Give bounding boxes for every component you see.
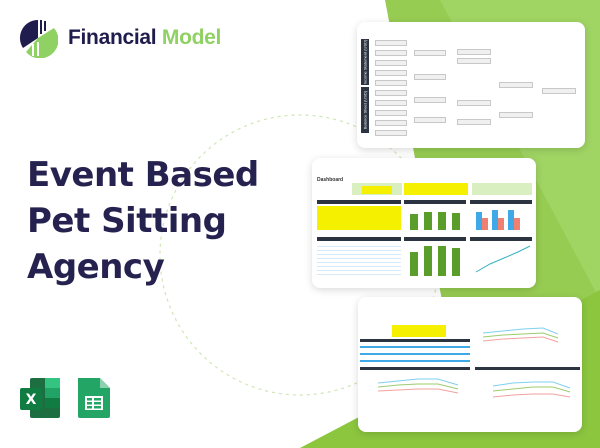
google-sheets-icon — [78, 378, 110, 418]
dashboard-mini-charts — [410, 210, 531, 276]
title-line-2: Pet Sitting — [27, 201, 227, 241]
balance-sheet-section-bar: Balance Sheet (USD) — [361, 87, 369, 133]
svg-text:X: X — [26, 392, 37, 408]
income-statement-section-bar: Income Statement (USD) — [361, 39, 369, 85]
page-title: Event Based Pet Sitting Agency — [27, 152, 259, 290]
dashboard-label: Dashboard — [317, 177, 344, 183]
ratio-tree-preview: Income Statement (USD) Balance Sheet (US… — [357, 22, 585, 148]
balance-sheet-section-label: Balance Sheet (USD) — [362, 90, 368, 130]
brand-name-part-1: Financial — [68, 26, 157, 49]
dashboard-preview: Dashboard — [312, 158, 536, 288]
logo-pie-icon — [19, 19, 58, 58]
brand-logo: Financial Model — [18, 18, 221, 58]
brand-name: Financial Model — [68, 26, 221, 50]
title-line-1: Event Based — [27, 155, 259, 195]
title-line-3: Agency — [27, 247, 165, 287]
brand-name-part-2: Model — [161, 26, 222, 49]
scenario-charts-preview — [358, 297, 582, 432]
excel-icon: X — [20, 378, 60, 418]
scenario-line-charts — [377, 327, 571, 398]
income-statement-section-label: Income Statement (USD) — [362, 39, 368, 85]
